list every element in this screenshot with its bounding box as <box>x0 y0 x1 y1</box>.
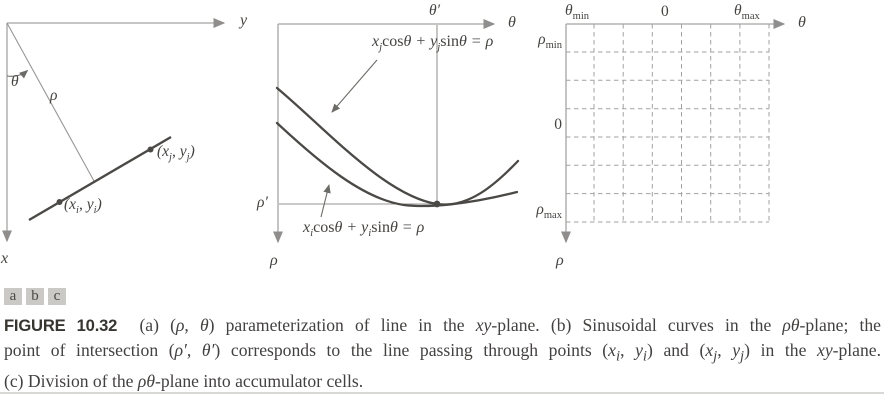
panel-c-rho-max-label: ρmax <box>536 201 562 222</box>
panel-tag-a: a <box>4 288 22 305</box>
panel-c-theta-min-label: θmin <box>565 2 590 23</box>
panel-a-rho-label: ρ <box>50 87 58 104</box>
panel-a-x-axis-label: x <box>1 250 9 267</box>
panel-c-theta-zero-label: 0 <box>661 3 669 20</box>
panel-a-xy-plane-diagram <box>2 18 226 243</box>
curve-i-pointer-arrow <box>320 184 331 218</box>
panel-b-sinusoid-diagram <box>273 19 520 244</box>
panel-c-rho-axis-label: ρ <box>556 252 564 269</box>
panel-tag-b: b <box>26 288 44 305</box>
panel-b-rho-prime-label: ρ′ <box>257 194 268 211</box>
panel-c-theta-axis-label: θ <box>798 14 806 31</box>
point-j-dot <box>147 146 154 153</box>
sinusoid-curve-j <box>275 86 520 206</box>
panel-a-point-i-label: (xi, yi) <box>64 196 102 217</box>
curve-j-equation: xjcosθ + yjsinθ = ρ <box>372 33 494 54</box>
theta-angle-arc <box>6 69 29 79</box>
curve-j-pointer-arrow <box>331 59 378 113</box>
panel-tag-c: c <box>48 288 66 305</box>
caption-line-3: (c) Division of the ρθ-plane into accumu… <box>4 370 364 391</box>
panel-b-theta-prime-label: θ′ <box>429 2 441 19</box>
panel-a-y-axis-label: y <box>240 12 248 29</box>
curve-i-equation: xicosθ + yisinθ = ρ <box>303 219 425 240</box>
bottom-rule <box>0 392 884 394</box>
point-i-dot <box>56 199 63 205</box>
panel-b-theta-axis-label: θ <box>508 14 516 31</box>
accumulator-grid-vertical-lines <box>593 24 770 222</box>
accumulator-grid-horizontal-lines <box>566 51 769 223</box>
figure-caption: FIGURE 10.32 (a) (ρ, θ) parameterization… <box>4 313 881 393</box>
intersection-dot <box>433 200 441 208</box>
figure-canvas <box>2 18 786 244</box>
panel-c-theta-max-label: θmax <box>734 2 760 23</box>
rho-normal-line <box>6 22 95 182</box>
sinusoid-curve-i <box>275 121 519 208</box>
caption-line-2: point of intersection (ρ′, θ′) correspon… <box>4 340 881 365</box>
caption-line-1: FIGURE 10.32 (a) (ρ, θ) parameterization… <box>4 315 881 335</box>
panel-b-rho-axis-label: ρ <box>270 252 278 269</box>
panel-c-accumulator-grid-diagram <box>561 19 786 244</box>
panel-c-rho-zero-label: 0 <box>554 116 562 133</box>
panel-a-theta-label: θ <box>11 73 19 90</box>
panel-c-rho-min-label: ρmin <box>538 31 562 52</box>
line-through-points <box>28 135 172 222</box>
panel-a-point-j-label: (xj, yj) <box>157 143 195 164</box>
